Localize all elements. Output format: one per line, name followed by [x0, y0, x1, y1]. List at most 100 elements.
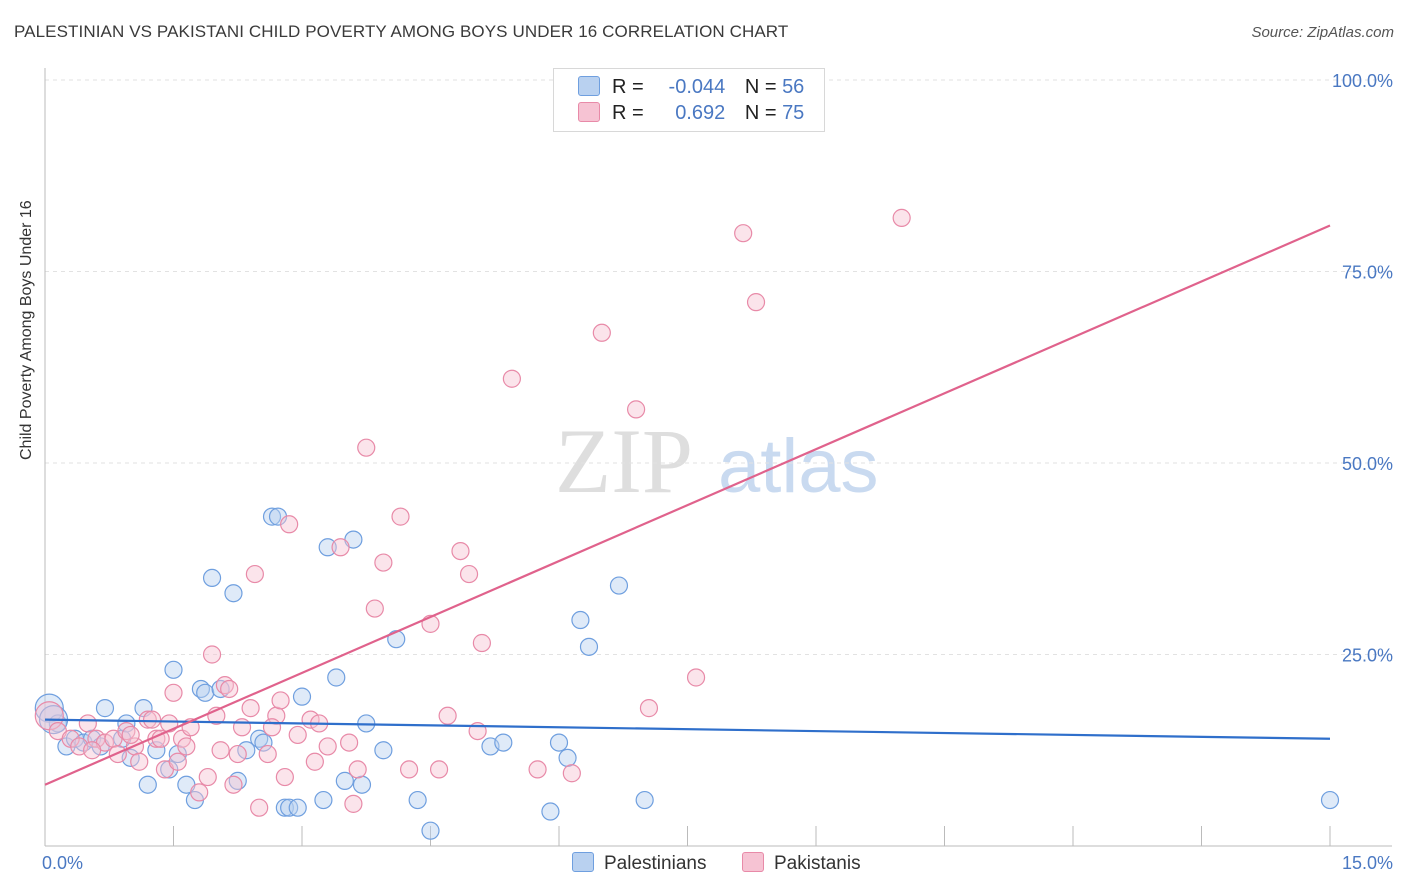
- watermark-atlas: atlas: [718, 424, 879, 509]
- palestinian-point: [138, 775, 157, 794]
- pakistani-point: [892, 208, 911, 227]
- pakistani-point: [391, 507, 410, 526]
- pakistanis-trend-line: [44, 224, 1331, 786]
- legend-n-label: N =: [744, 76, 777, 98]
- palestinian-point: [314, 790, 333, 810]
- palestinian-point: [95, 699, 115, 718]
- palestinian-point: [549, 733, 569, 752]
- palestinian-point: [288, 798, 307, 817]
- legend-swatch-palestinians: [578, 76, 600, 96]
- palestinian-point: [609, 576, 629, 595]
- pakistani-point: [164, 683, 183, 702]
- pakistani-point: [280, 515, 299, 534]
- palestinian-point: [202, 568, 222, 588]
- legend-swatch-palestinians: [572, 852, 594, 872]
- pakistani-point: [686, 668, 706, 687]
- x-tick-label: 15.0%: [1342, 853, 1393, 873]
- palestinian-point: [374, 741, 393, 760]
- pakistani-point: [344, 794, 363, 813]
- palestinian-point: [196, 683, 215, 702]
- pakistani-point: [746, 293, 766, 312]
- pakistani-point: [78, 714, 97, 733]
- palestinian-point: [224, 584, 243, 603]
- pakistani-point: [202, 645, 222, 664]
- y-tick-label: 100.0%: [1332, 71, 1393, 91]
- legend-r-value: 0.692: [675, 102, 726, 124]
- palestinian-point: [254, 733, 273, 752]
- palestinian-point: [558, 748, 577, 768]
- pakistani-point: [168, 752, 187, 771]
- pakistani-point: [83, 741, 102, 760]
- pakistani-point: [121, 725, 140, 745]
- legend-item-palestinians: Palestinians: [572, 852, 706, 875]
- pakistani-point: [211, 741, 230, 760]
- palestinian-point: [571, 610, 590, 630]
- pakistani-point: [365, 599, 384, 618]
- legend-swatch-pakistanis: [742, 852, 764, 872]
- trend-lines: [44, 224, 1331, 786]
- pakistani-point: [451, 541, 470, 561]
- pakistani-point: [288, 725, 307, 745]
- pakistani-point: [241, 699, 260, 718]
- palestinian-point: [541, 802, 560, 821]
- legend-n-value: 56: [782, 76, 805, 98]
- pakistani-point: [348, 760, 367, 779]
- points: [34, 208, 1340, 840]
- pakistani-point: [130, 752, 149, 771]
- palestinian-point: [292, 687, 312, 706]
- pakistani-point: [626, 400, 646, 419]
- pakistani-point: [258, 744, 277, 764]
- palestinian-point: [635, 790, 654, 810]
- x-tick-label: 0.0%: [42, 853, 83, 873]
- pakistani-point: [262, 718, 282, 737]
- pakistani-point: [340, 733, 359, 752]
- pakistani-point: [429, 760, 449, 779]
- legend-label-palestinians: Palestinians: [604, 853, 707, 874]
- legend-row-pakistanis: R = 0.692 N = 75: [578, 102, 804, 126]
- pakistani-point: [198, 767, 217, 787]
- y-tick-label: 25.0%: [1342, 646, 1393, 666]
- pakistani-point: [190, 783, 209, 802]
- legend-item-pakistanis: Pakistanis: [742, 852, 861, 875]
- pakistani-point: [142, 710, 162, 729]
- pakistani-point: [592, 323, 611, 342]
- pakistani-point: [275, 767, 294, 787]
- pakistani-point: [138, 710, 157, 729]
- pakistani-point: [331, 538, 350, 557]
- palestinian-point: [117, 714, 136, 733]
- pakistani-point: [459, 564, 479, 584]
- legend-r-label: R =: [612, 76, 644, 98]
- legend-n-label: N =: [744, 102, 777, 124]
- pakistani-point: [639, 699, 659, 718]
- pakistani-point: [374, 553, 393, 572]
- palestinian-point: [579, 637, 599, 656]
- palestinian-point: [275, 798, 294, 817]
- pakistani-point: [160, 714, 179, 733]
- legend-row-palestinians: R = -0.044 N = 56: [578, 76, 804, 100]
- pakistani-point: [177, 737, 196, 756]
- axes: [44, 68, 1392, 847]
- palestinian-point: [164, 660, 183, 679]
- legend-label-pakistanis: Pakistanis: [774, 853, 861, 874]
- pakistani-point: [438, 706, 457, 725]
- pakistani-point: [220, 679, 239, 699]
- source-label: Source: ZipAtlas.com: [1251, 24, 1394, 41]
- palestinian-point: [387, 630, 406, 649]
- palestinian-point: [262, 507, 282, 526]
- pakistani-point: [528, 760, 547, 779]
- pakistani-point: [318, 737, 337, 756]
- y-tick-label: 50.0%: [1342, 454, 1393, 474]
- palestinian-point: [421, 821, 440, 840]
- pakistani-point: [305, 752, 324, 771]
- chart-title: PALESTINIAN VS PAKISTANI CHILD POVERTY A…: [14, 22, 789, 41]
- pakistani-point: [228, 744, 247, 764]
- palestinian-point: [237, 741, 256, 760]
- palestinian-point: [335, 771, 354, 790]
- y-axis-label: Child Poverty Among Boys Under 16: [18, 200, 35, 460]
- legend-r-label: R =: [612, 102, 644, 124]
- watermark: ZIP atlas: [555, 410, 879, 512]
- pakistani-point: [232, 718, 252, 737]
- watermark-zip: ZIP: [555, 410, 693, 512]
- legend-swatch-pakistanis: [578, 102, 600, 122]
